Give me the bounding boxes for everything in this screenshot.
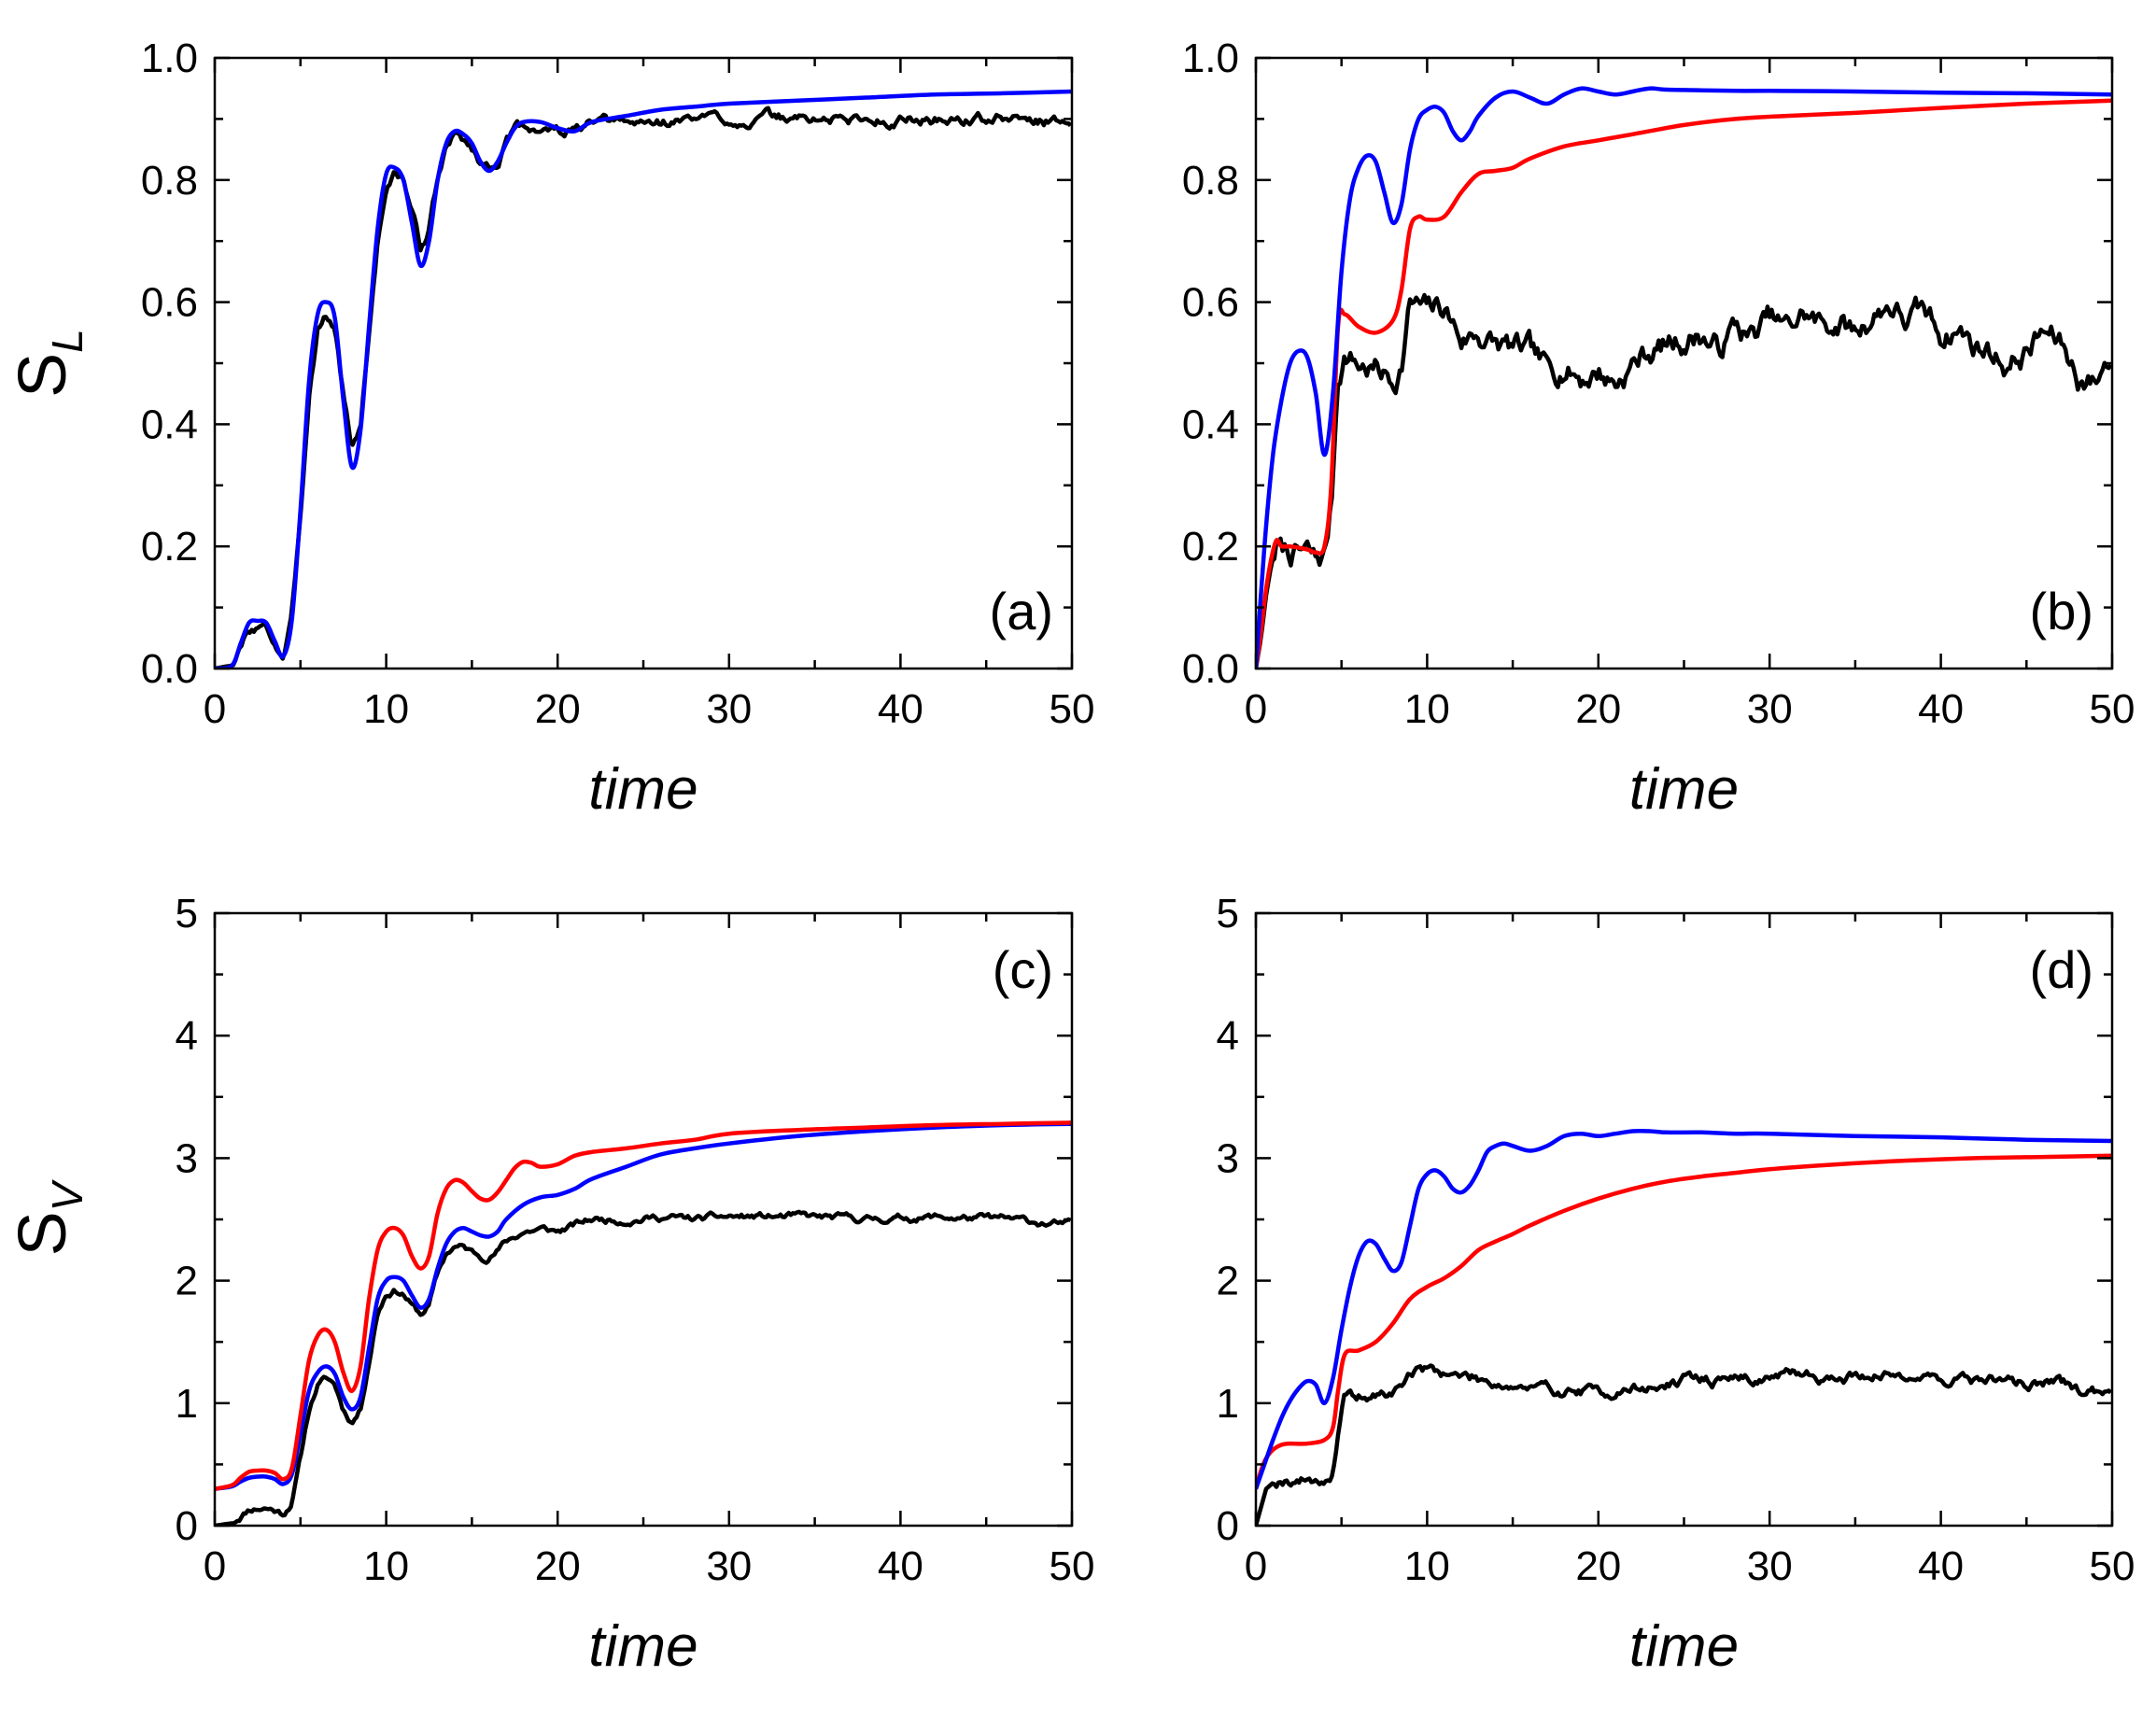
x-tick-label: 40 xyxy=(878,1543,923,1589)
y-axis-title-main: S xyxy=(6,353,80,398)
series-line-red xyxy=(1256,98,2112,669)
x-tick-label: 40 xyxy=(878,686,923,732)
x-tick-label: 10 xyxy=(1404,1543,1450,1589)
x-axis-title: time xyxy=(588,1614,698,1679)
y-tick-label: 1 xyxy=(1217,1381,1239,1427)
y-tick-label: 0.6 xyxy=(141,280,198,326)
x-tick-label: 50 xyxy=(2090,1543,2135,1589)
y-axis-title-main: S xyxy=(6,1211,80,1256)
x-tick-label: 0 xyxy=(204,1543,226,1589)
panel-label: (b) xyxy=(2030,582,2093,641)
y-tick-label: 0.2 xyxy=(141,524,198,570)
x-tick-label: 40 xyxy=(1918,1543,1964,1589)
series-line-blue xyxy=(215,89,1072,669)
panel-label: (a) xyxy=(990,582,1053,641)
x-tick-label: 20 xyxy=(535,1543,581,1589)
x-tick-label: 30 xyxy=(706,686,752,732)
y-tick-label: 1 xyxy=(176,1381,198,1427)
y-tick-label: 2 xyxy=(1217,1259,1239,1304)
x-tick-label: 40 xyxy=(1918,686,1964,732)
series-line-black xyxy=(1256,292,2112,669)
x-tick-label: 0 xyxy=(204,686,226,732)
x-tick-label: 20 xyxy=(1575,686,1621,732)
y-axis-title: SV xyxy=(6,1178,92,1256)
y-tick-label: 0.4 xyxy=(141,401,198,447)
y-tick-label: 5 xyxy=(176,891,198,936)
series-line-blue xyxy=(1256,1129,2112,1490)
x-axis-title: time xyxy=(588,757,698,822)
y-tick-label: 0.0 xyxy=(141,646,198,692)
y-tick-label: 0 xyxy=(176,1503,198,1549)
y-tick-label: 0.6 xyxy=(1182,280,1239,326)
y-tick-label: 5 xyxy=(1217,891,1239,936)
x-tick-label: 50 xyxy=(1050,1543,1095,1589)
x-tick-label: 0 xyxy=(1245,1543,1267,1589)
panel-d: 0 10 20 30 40 50 0 1 2 3 4 5 time (d) xyxy=(1217,891,2135,1679)
x-tick-label: 20 xyxy=(535,686,581,732)
y-axis-title-sub: V xyxy=(43,1178,92,1211)
y-tick-label: 3 xyxy=(176,1135,198,1181)
x-axis-title: time xyxy=(1629,1614,1739,1679)
x-tick-label: 20 xyxy=(1575,1543,1621,1589)
x-tick-label: 30 xyxy=(1747,1543,1793,1589)
plot-frame xyxy=(1254,911,2114,1528)
x-tick-label: 50 xyxy=(1050,686,1095,732)
series-line-black xyxy=(215,1209,1072,1526)
series-line-blue xyxy=(1256,86,2112,669)
x-tick-label: 30 xyxy=(706,1543,752,1589)
y-tick-label: 0.8 xyxy=(1182,158,1239,204)
y-tick-label: 0 xyxy=(1217,1503,1239,1549)
panel-label: (c) xyxy=(993,940,1053,999)
panel-b: 0 10 20 30 40 50 0.0 0.2 0.4 0.6 0.8 1.0 time (b) xyxy=(1182,35,2135,822)
plot-frame xyxy=(1254,56,2114,670)
x-tick-label: 0 xyxy=(1245,686,1267,732)
x-tick-label: 10 xyxy=(363,686,409,732)
series-line-red xyxy=(1256,1153,2112,1490)
x-axis-title: time xyxy=(1629,757,1739,822)
x-tick-label: 10 xyxy=(363,1543,409,1589)
y-axis-title-sub: L xyxy=(43,329,92,353)
series-line-red xyxy=(215,1120,1072,1491)
y-tick-label: 0.4 xyxy=(1182,401,1239,447)
y-axis-title: SL xyxy=(6,329,92,398)
x-tick-label: 50 xyxy=(2090,686,2135,732)
panel-label: (d) xyxy=(2030,940,2093,999)
y-tick-label: 0.2 xyxy=(1182,524,1239,570)
plot-frame xyxy=(213,56,1074,670)
series-line-blue xyxy=(215,1121,1072,1491)
y-tick-label: 4 xyxy=(176,1013,198,1059)
y-tick-label: 1.0 xyxy=(141,35,198,81)
y-tick-label: 2 xyxy=(176,1259,198,1304)
series-line-black xyxy=(215,106,1072,669)
y-tick-label: 3 xyxy=(1217,1135,1239,1181)
x-tick-label: 30 xyxy=(1747,686,1793,732)
y-tick-label: 0.0 xyxy=(1182,646,1239,692)
panel-c: 0 10 20 30 40 50 0 1 2 3 4 5 time SV (c) xyxy=(6,891,1094,1679)
panel-a: 0 10 20 30 40 50 0.0 0.2 0.4 0.6 0.8 1.0 time SL (a) xyxy=(6,35,1094,822)
y-tick-label: 4 xyxy=(1217,1013,1239,1059)
y-tick-label: 1.0 xyxy=(1182,35,1239,81)
x-tick-label: 10 xyxy=(1404,686,1450,732)
y-tick-label: 0.8 xyxy=(141,158,198,204)
series-line-black xyxy=(1256,1363,2112,1526)
